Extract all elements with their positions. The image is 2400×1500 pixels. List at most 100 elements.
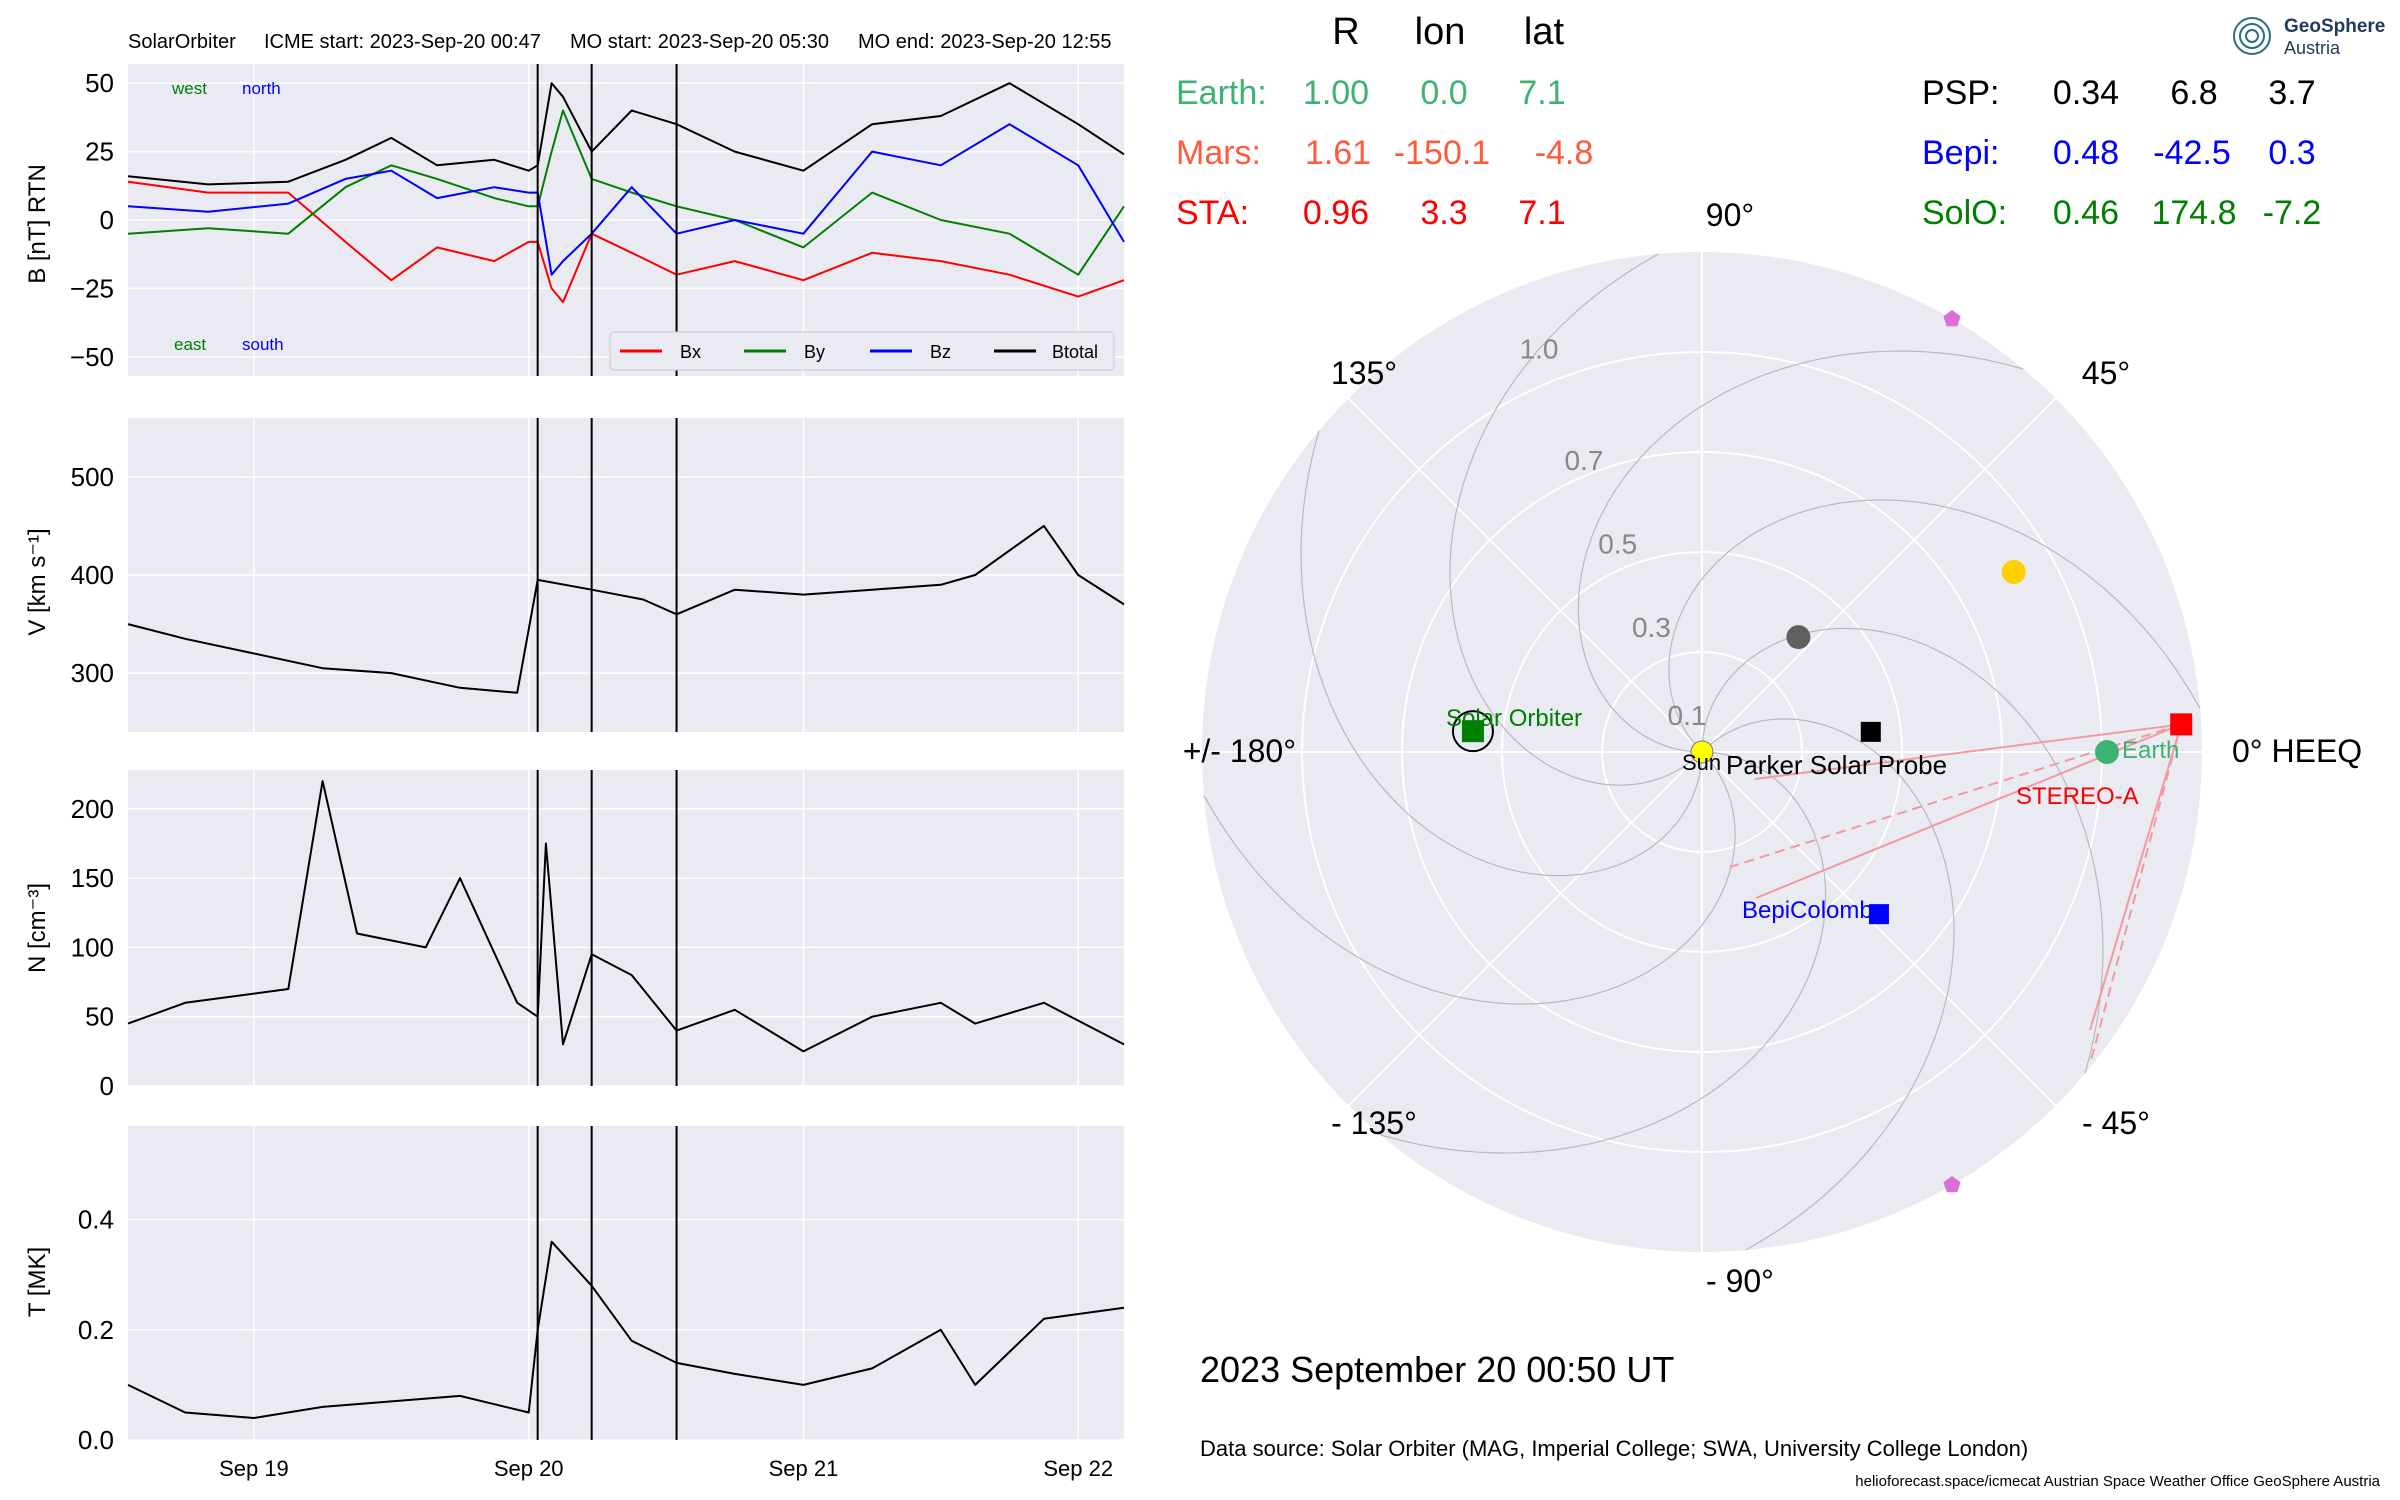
angular-grid-line xyxy=(1347,397,1703,753)
series-line-v xyxy=(127,524,1125,694)
parker-spiral xyxy=(1203,751,1736,1005)
parker-spiral xyxy=(1701,718,1955,1251)
angle-label-0: 0° HEEQ xyxy=(2232,733,2362,769)
row-r: 0.96 xyxy=(1303,194,1369,232)
solo-marker xyxy=(1461,720,1484,743)
legend-box xyxy=(609,331,1115,371)
panel-temperature: 0.4 0.2 0.0 xyxy=(78,1126,1125,1455)
credits-label: helioforecast.space/icmecat Austrian Spa… xyxy=(1855,1473,2380,1490)
psp-marker xyxy=(1860,721,1881,742)
earth-marker xyxy=(2095,740,2119,764)
spacecraft-name: SolarOrbiter xyxy=(128,31,236,53)
ylabel-n: N [cm⁻³] xyxy=(24,883,51,973)
row-r: 1.00 xyxy=(1303,74,1369,112)
row-name: Mars: xyxy=(1176,134,1261,172)
radial-tick-label: 0.5 xyxy=(1598,528,1637,559)
bepi-marker xyxy=(1868,904,1889,925)
row-name: SolO: xyxy=(1922,194,2007,232)
y-tick-label: 0.0 xyxy=(78,1425,114,1455)
venus-marker xyxy=(2001,560,2026,584)
table-header-lon: lon xyxy=(1415,11,1466,53)
angle-label-135: 135° xyxy=(1331,355,1397,391)
row-lat: -4.8 xyxy=(1535,134,1594,172)
b-legend: Bx By Bz Btotal xyxy=(609,331,1115,371)
legend-bx: Bx xyxy=(680,342,701,362)
angle-label-45: 45° xyxy=(2082,355,2130,391)
data-source-label: Data source: Solar Orbiter (MAG, Imperia… xyxy=(1200,1436,2028,1461)
table-header-lat: lat xyxy=(1524,11,1565,53)
panel-background xyxy=(128,770,1124,1086)
x-tick-label: Sep 22 xyxy=(1043,1456,1113,1481)
y-tick-label: 0 xyxy=(100,1071,114,1101)
table-row-psp: PSP: 0.34 6.8 3.7 xyxy=(1922,74,2316,112)
y-tick-label: 50 xyxy=(85,68,114,98)
date-label: 2023 September 20 00:50 UT xyxy=(1200,1349,1674,1390)
parker-spiral xyxy=(1380,751,1827,1154)
table-header-r: R xyxy=(1332,11,1359,53)
mo-start-label: MO start: 2023-Sep-20 05:30 xyxy=(570,31,829,53)
row-r: 1.61 xyxy=(1305,134,1371,172)
stereo-a-fov-line xyxy=(2089,724,2183,1065)
radial-tick-label: 0.3 xyxy=(1632,612,1671,643)
mo-end-label: MO end: 2023-Sep-20 12:55 xyxy=(858,31,1112,53)
stereo-a-marker xyxy=(2170,713,2193,736)
south-label: south xyxy=(242,335,284,354)
y-tick-label: 300 xyxy=(71,658,114,688)
row-lon: 3.3 xyxy=(1420,194,1467,232)
y-tick-label: 150 xyxy=(71,863,114,893)
y-tick-label: 100 xyxy=(71,932,114,962)
sun-label: Sun xyxy=(1682,750,1721,775)
ylabel-t: T [MK] xyxy=(24,1247,51,1317)
ylabel-b: B [nT] RTN xyxy=(24,164,51,284)
geosphere-logo-mark xyxy=(2233,17,2271,55)
row-name: Bepi: xyxy=(1922,134,2000,172)
angle-label-90: 90° xyxy=(1706,197,1754,233)
position-table: R lon lat Earth: 1.00 0.0 7.1 Mars: 1.61… xyxy=(1176,11,2321,232)
l4-marker xyxy=(1943,310,1961,327)
angle-label-m135: - 135° xyxy=(1331,1105,1417,1141)
logo-line2: Austria xyxy=(2284,38,2341,58)
parker-spiral xyxy=(1300,430,1703,877)
north-label: north xyxy=(242,79,281,98)
west-label: west xyxy=(171,79,207,98)
row-lat: 0.3 xyxy=(2268,134,2315,172)
sun-marker xyxy=(1690,740,1714,764)
radial-tick-label: 1.0 xyxy=(1520,334,1559,365)
x-tick-label: Sep 20 xyxy=(494,1456,564,1481)
psp-label: Parker Solar Probe xyxy=(1726,750,1947,780)
series-line-n xyxy=(127,780,1125,1053)
row-lat: 3.7 xyxy=(2268,74,2315,112)
ylabel-v: V [km s⁻¹] xyxy=(24,528,51,635)
y-tick-label: 0.2 xyxy=(78,1315,114,1345)
panel-speed: 500 400 300 xyxy=(71,418,1125,732)
table-row-sta: STA: 0.96 3.3 7.1 xyxy=(1176,194,1566,232)
panel-magnetic-field: 50 25 0 −25 −50 xyxy=(70,64,1125,376)
radial-tick-label: 0.1 xyxy=(1668,700,1707,731)
row-r: 0.34 xyxy=(2053,74,2119,112)
l5-marker xyxy=(1943,1176,1961,1193)
parker-spiral xyxy=(1449,253,1703,786)
icme-start-label: ICME start: 2023-Sep-20 00:47 xyxy=(264,31,541,53)
row-lon: 0.0 xyxy=(1420,74,1467,112)
row-name: Earth: xyxy=(1176,74,1267,112)
y-tick-label: 500 xyxy=(71,462,114,492)
angle-label-180: +/- 180° xyxy=(1183,733,1296,769)
logo-line1: GeoSphere xyxy=(2284,16,2385,37)
legend-btotal: Btotal xyxy=(1052,342,1098,362)
angle-label-m90: - 90° xyxy=(1706,1263,1774,1299)
y-tick-label: −25 xyxy=(70,273,114,303)
series-line-btotal xyxy=(127,82,1125,186)
series-line-bz xyxy=(127,123,1125,276)
sta-label: STEREO-A xyxy=(2016,783,2139,810)
row-r: 0.46 xyxy=(2053,194,2119,232)
y-tick-label: 50 xyxy=(85,1002,114,1032)
table-row-mars: Mars: 1.61 -150.1 -4.8 xyxy=(1176,134,1593,172)
panel-background xyxy=(128,1126,1124,1440)
series-line-by xyxy=(127,109,1125,276)
row-lon: -150.1 xyxy=(1394,134,1490,172)
y-tick-label: 0 xyxy=(100,205,114,235)
row-lon: -42.5 xyxy=(2153,134,2231,172)
panel-density: 200 150 100 50 0 xyxy=(71,770,1125,1101)
y-tick-label: 0.4 xyxy=(78,1205,114,1235)
